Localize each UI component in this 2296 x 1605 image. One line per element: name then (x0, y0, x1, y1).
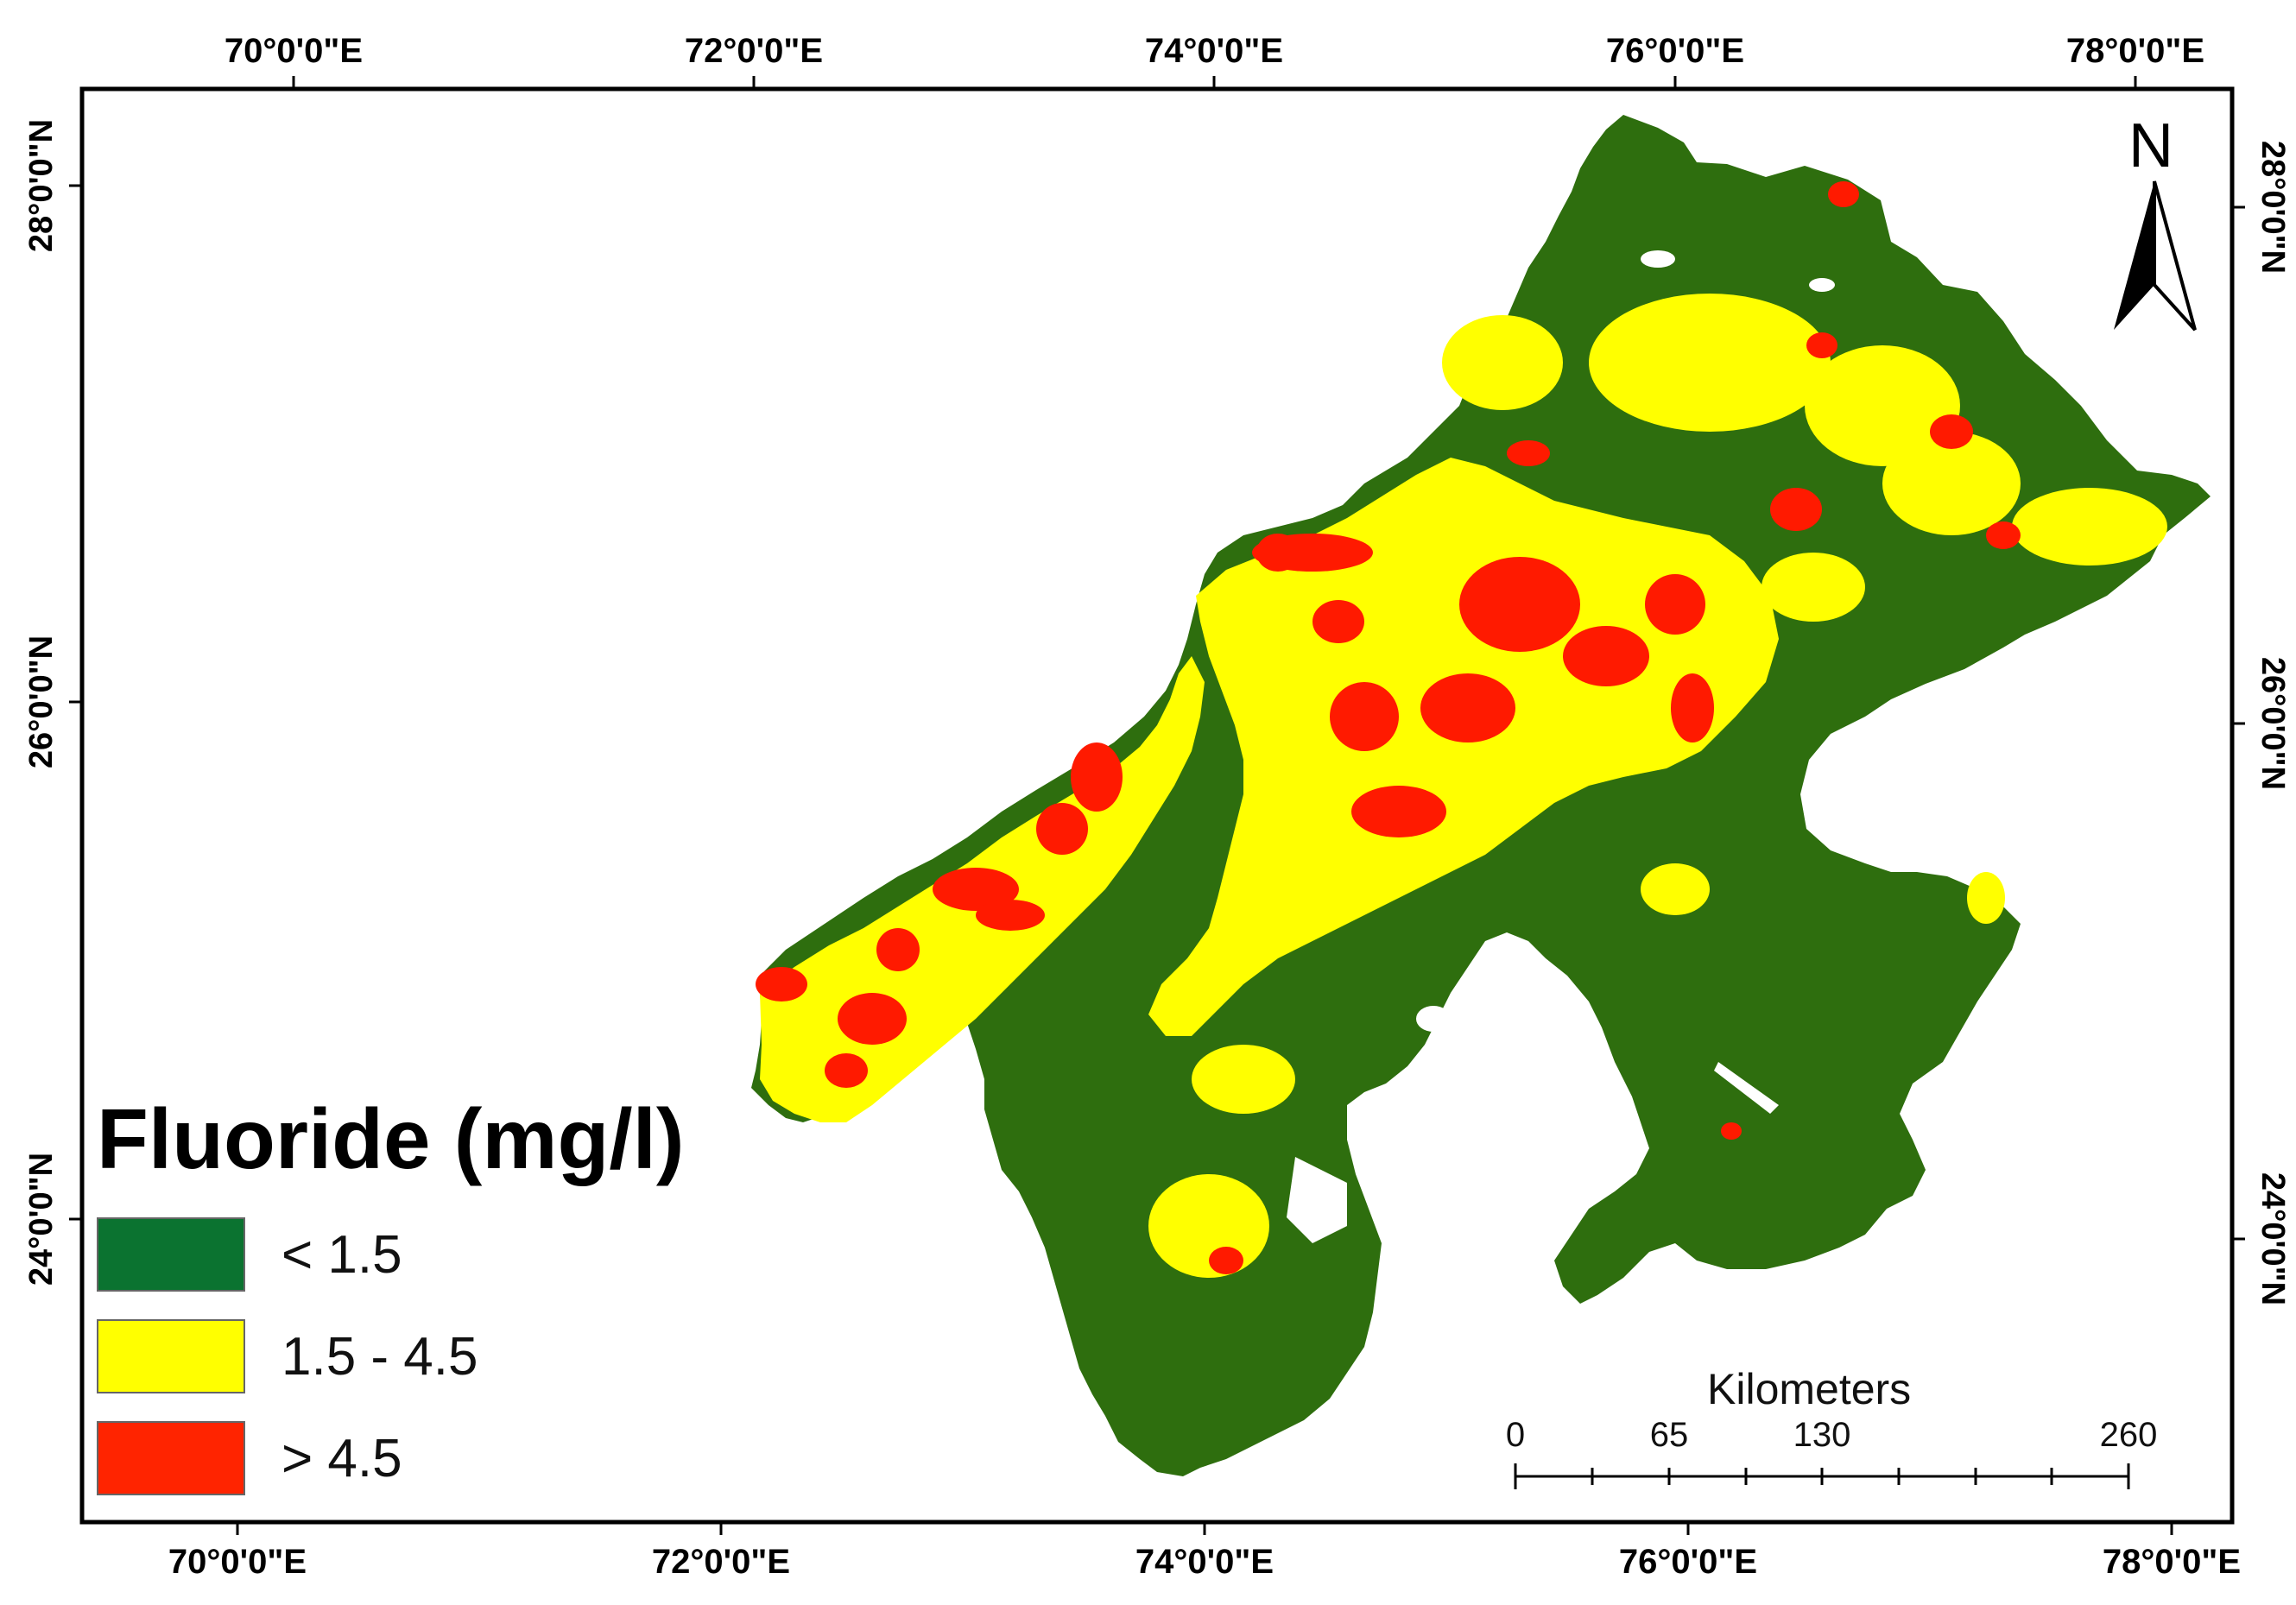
left-tick-label: 28°0'0"N (23, 119, 60, 252)
legend-label: > 4.5 (281, 1429, 402, 1488)
scale-bar (1514, 1463, 2130, 1489)
graticule-bottom: 70°0'0"E 72°0'0"E 74°0'0"E 76°0'0"E 78°0… (168, 1522, 2241, 1581)
legend-label: 1.5 - 4.5 (281, 1327, 478, 1387)
scale-bar-label: 260 (2099, 1416, 2158, 1454)
bottom-tick-label: 78°0'0"E (2103, 1543, 2241, 1581)
legend-swatch (97, 1217, 245, 1292)
bottom-tick-label: 76°0'0"E (1619, 1543, 1757, 1581)
legend-item: 1.5 - 4.5 (97, 1319, 615, 1397)
top-tick-label: 70°0'0"E (225, 32, 363, 70)
bottom-tick-label: 70°0'0"E (168, 1543, 307, 1581)
scale-bar-label: 65 (1649, 1416, 1689, 1454)
legend-label: < 1.5 (281, 1225, 402, 1285)
scale-bar-label: 130 (1793, 1416, 1851, 1454)
bottom-tick-label: 72°0'0"E (652, 1543, 790, 1581)
graticule-right: 28°0'0"N 26°0'0"N 24°0'0"N (2232, 141, 2291, 1305)
study-area (751, 115, 2211, 1476)
right-tick-label: 28°0'0"N (2255, 141, 2291, 274)
legend-item: > 4.5 (97, 1421, 615, 1499)
legend-title: Fluoride (mg/l) (97, 1091, 685, 1186)
legend-swatch (97, 1319, 245, 1393)
legend-item: < 1.5 (97, 1217, 615, 1295)
north-arrow-label: N (2128, 111, 2173, 180)
legend-swatch (97, 1421, 245, 1495)
right-tick-label: 26°0'0"N (2255, 657, 2291, 790)
north-arrow-icon (2114, 180, 2197, 332)
graticule-left: 28°0'0"N 26°0'0"N 24°0'0"N (23, 119, 82, 1286)
scale-bar-title: Kilometers (1707, 1365, 1912, 1413)
top-tick-label: 72°0'0"E (685, 32, 823, 70)
no-data-gaps (1287, 250, 1835, 1243)
top-tick-label: 74°0'0"E (1145, 32, 1283, 70)
graticule-top: 70°0'0"E 72°0'0"E 74°0'0"E 76°0'0"E 78°0… (225, 32, 2204, 89)
top-tick-label: 78°0'0"E (2066, 32, 2204, 70)
scale-bar-label: 0 (1505, 1416, 1526, 1454)
region-high-fluoride (756, 181, 2021, 1274)
bottom-tick-label: 74°0'0"E (1135, 1543, 1274, 1581)
legend: Fluoride (mg/l) < 1.5 1.5 - 4.5 > 4.5 (97, 1091, 685, 1495)
left-tick-label: 24°0'0"N (23, 1153, 60, 1286)
top-tick-label: 76°0'0"E (1606, 32, 1744, 70)
region-mid-fluoride (760, 294, 2167, 1278)
right-tick-label: 24°0'0"N (2255, 1172, 2291, 1305)
left-tick-label: 26°0'0"N (23, 635, 60, 768)
